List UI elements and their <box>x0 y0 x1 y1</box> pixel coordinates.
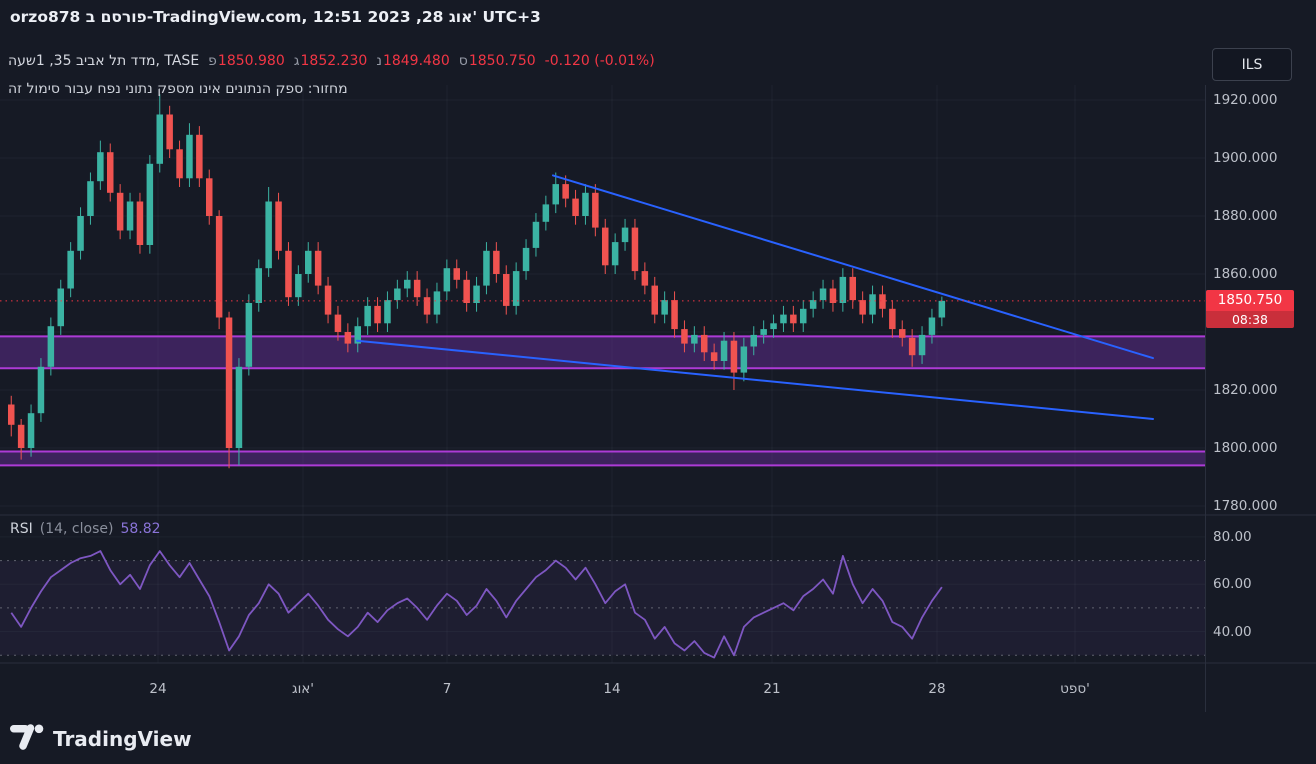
rsi-params: (14, close) <box>39 521 114 537</box>
support-zones-layer <box>0 335 1205 467</box>
trendlines-layer <box>356 174 1154 420</box>
bar-countdown: 08:38 <box>1206 311 1294 328</box>
close-value: 1850.750 <box>468 53 536 69</box>
tradingview-footer-link[interactable]: TradingView <box>10 723 192 754</box>
grid-layer <box>0 85 1205 663</box>
high-value: 1852.230 <box>300 53 368 69</box>
rsi-title[interactable]: RSI <box>10 521 33 537</box>
ohlc-low: נ 1849.480 <box>376 53 449 69</box>
currency-button[interactable]: ILS <box>1212 48 1292 81</box>
symbol-title[interactable]: מדד תל אביב 35, 1שעה, TASE <box>8 53 200 69</box>
attribution-line[interactable]: orzo878 פורסם ב-TradingView.com, 12:51 2… <box>10 8 541 26</box>
ohlc-high: ג 1852.230 <box>294 53 368 69</box>
pane-separators <box>0 85 1316 712</box>
ohlc-open: פ 1850.980 <box>208 53 285 69</box>
close-letter: ס <box>458 53 468 69</box>
rsi-legend: RSI (14, close) 58.82 <box>10 521 161 537</box>
rsi-layer <box>0 550 1205 659</box>
last-price-tag: 1850.750 08:38 <box>1206 290 1294 328</box>
last-price-value: 1850.750 <box>1206 290 1294 311</box>
rsi-value: 58.82 <box>120 521 161 537</box>
low-value: 1849.480 <box>382 53 450 69</box>
symbol-legend: מדד תל אביב 35, 1שעה, TASE פ 1850.980 ג … <box>8 53 655 69</box>
open-letter: פ <box>208 53 217 69</box>
tradingview-wordmark: TradingView <box>53 726 192 751</box>
ohlc-close: ס 1850.750 <box>459 53 536 69</box>
candles-layer <box>8 94 946 469</box>
change-value: -0.120 (-0.01%) <box>544 53 655 69</box>
volume-data-notice: מחזור: ספק הנתונים אינו מספק נתוני נפח ע… <box>8 81 348 97</box>
open-value: 1850.980 <box>217 53 285 69</box>
tradingview-logo-icon <box>10 723 44 754</box>
high-letter: ג <box>293 53 300 69</box>
low-letter: נ <box>376 53 382 69</box>
